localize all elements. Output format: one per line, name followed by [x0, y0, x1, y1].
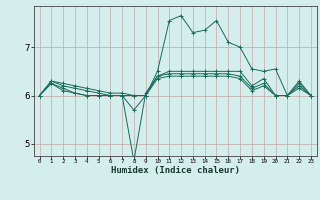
- X-axis label: Humidex (Indice chaleur): Humidex (Indice chaleur): [111, 166, 240, 175]
